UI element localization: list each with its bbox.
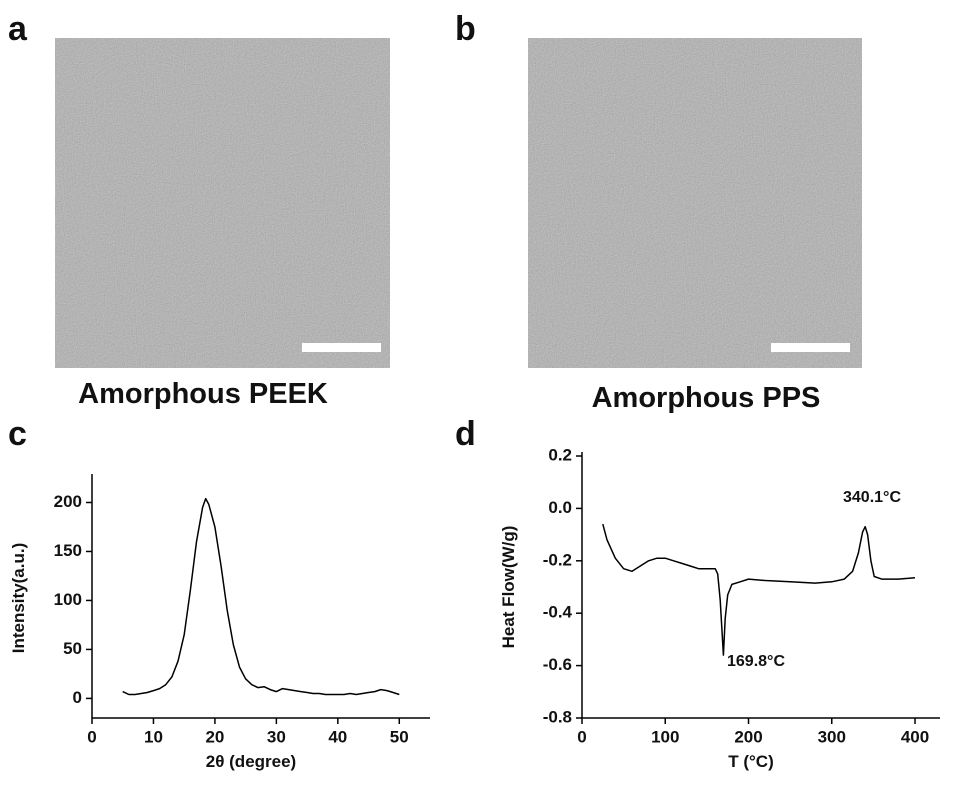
x-tick-label: 30 xyxy=(267,727,286,746)
panel-label: b xyxy=(455,10,476,48)
y-axis-title: Heat Flow(W/g) xyxy=(499,526,518,649)
x-axis-title: 2θ (degree) xyxy=(206,752,296,771)
x-tick-label: 300 xyxy=(818,727,846,746)
x-tick-label: 50 xyxy=(390,727,409,746)
caption: Amorphous PEEK xyxy=(78,378,328,410)
x-tick-label: 0 xyxy=(577,727,586,746)
y-tick-label: 0.0 xyxy=(548,498,572,517)
y-tick-label: 0 xyxy=(73,688,82,707)
x-tick-label: 400 xyxy=(901,727,929,746)
data-line xyxy=(122,497,400,696)
panel-label: c xyxy=(8,415,27,453)
y-tick-label: 0.2 xyxy=(548,445,572,464)
x-tick-label: 100 xyxy=(651,727,679,746)
x-tick-label: 10 xyxy=(144,727,163,746)
x-tick-label: 40 xyxy=(328,727,347,746)
panel-label: d xyxy=(455,415,476,453)
y-axis-title: Intensity(a.u.) xyxy=(9,543,28,654)
y-tick-label: -0.8 xyxy=(543,707,572,726)
annotation: 169.8°C xyxy=(727,653,785,670)
x-tick-label: 20 xyxy=(205,727,224,746)
y-tick-label: -0.4 xyxy=(543,603,573,622)
caption: Amorphous PPS xyxy=(592,382,821,414)
x-tick-label: 200 xyxy=(734,727,762,746)
data-line xyxy=(602,523,916,656)
x-tick-label: 0 xyxy=(87,727,96,746)
sem-image xyxy=(528,38,862,368)
scale-bar xyxy=(771,343,850,352)
y-tick-label: 150 xyxy=(54,541,82,560)
y-tick-label: 100 xyxy=(54,590,82,609)
x-axis-title: T (°C) xyxy=(728,752,774,771)
panel-label: a xyxy=(8,10,28,48)
sem-image xyxy=(55,38,390,368)
annotation: 340.1°C xyxy=(843,489,901,506)
y-tick-label: 50 xyxy=(63,639,82,658)
y-tick-label: -0.2 xyxy=(543,550,572,569)
y-tick-label: -0.6 xyxy=(543,655,572,674)
scale-bar xyxy=(302,343,381,352)
y-tick-label: 200 xyxy=(54,492,82,511)
